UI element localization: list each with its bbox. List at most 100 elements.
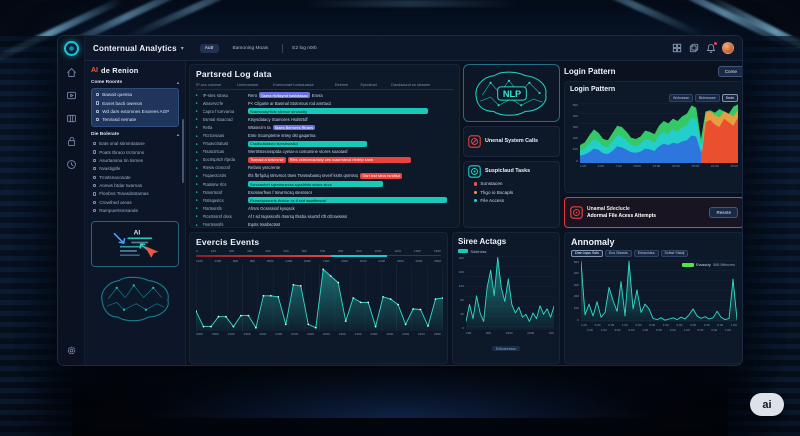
topbar-icons [671, 41, 734, 54]
log-column-header[interactable]: Dacdsacud os stcsoee [391, 82, 431, 87]
sidebar-sections: Come Roonts ▴ Bawait quessa Eanet bacti owe… [91, 80, 179, 215]
annomaly-tab[interactable]: Scfssf Stsbfj [660, 249, 689, 258]
log-row[interactable]: ▸ Esmtal stoacrad Ktsysdatacy Stamores Hsd… [196, 115, 453, 123]
log-row[interactable]: ▸ Ftsrtssrsfs Afrsrs Ocssssraf kysqsck [196, 204, 453, 212]
row-expand-icon[interactable]: ▸ [196, 125, 198, 130]
settings-gear-icon[interactable] [65, 344, 78, 357]
log-row[interactable]: ▸ IP-stes strasu Rero Saera rfcikkynd bastd… [196, 91, 453, 99]
log-row[interactable]: ▸ Ftcrtcnsaas Ente Scumptetne srtwy dst ga… [196, 131, 453, 139]
sidebar-item[interactable]: Crowthed areas [91, 198, 179, 206]
row-expand-icon[interactable]: ▸ [196, 157, 198, 162]
topbar-tab[interactable]: E2 log n0rb [282, 43, 322, 53]
lock-icon[interactable] [65, 135, 78, 148]
row-expand-icon[interactable]: ▸ [196, 214, 198, 219]
sidebar-item[interactable]: Asurtansna tin tismes [91, 156, 179, 164]
sidebar-item[interactable]: Wd dars extomnes Evarees AGP [94, 107, 176, 115]
log-badge: Staes Berrores Rtraes [272, 124, 316, 131]
row-expand-icon[interactable]: ▸ [196, 133, 198, 138]
ev-slider[interactable] [196, 254, 441, 257]
ev-ruler-bottom: 1100 1300 800 900 2500 2400 2000 7100 2300 2500 24… [196, 259, 441, 263]
tick-label: 5:00 [655, 327, 663, 332]
nlp-card[interactable]: NLP [463, 64, 560, 122]
row-expand-icon[interactable]: ▸ [196, 222, 198, 227]
system-calls-card[interactable]: Unenal System Calls [463, 126, 560, 157]
tasks-header: Suspiclaud Tasks [468, 165, 555, 178]
log-column-header[interactable]: Deemel [334, 82, 349, 87]
legend-label: Sonstacen [480, 181, 503, 187]
chevron-down-icon[interactable]: ▾ [180, 45, 184, 52]
sidebar-item[interactable]: Flonbns Tonasdsstamas [91, 190, 179, 198]
log-row[interactable]: ▸ Ptcsrtssrsf dsss Af t sd tsqssscsfs rtss… [196, 212, 453, 220]
row-expand-icon[interactable]: ▸ [196, 190, 198, 195]
log-row[interactable]: ▸ Ptatssrw rfcs Ssrcsrsrfcrt sqsrsrsrsrcss… [196, 180, 453, 188]
topbar-tab[interactable]: Bamoning Moais [232, 45, 269, 51]
come-button[interactable]: Come [717, 66, 742, 77]
sidebar-item[interactable]: Tenirasd nemate [94, 116, 176, 124]
sidebar-section-header[interactable]: Come Roonts ▴ [91, 80, 179, 85]
notification-bell-icon[interactable] [705, 41, 717, 54]
log-row[interactable]: ▸ Capra f turrvaroa Srawrusayrticfc sfcmon… [196, 107, 453, 115]
ai-insight-card[interactable]: AI [91, 220, 179, 267]
ev-svg [196, 264, 443, 331]
app-logo[interactable] [63, 41, 79, 56]
copy-icon[interactable] [688, 43, 699, 54]
log-row[interactable]: ▸ Fsqaectcstrs Ifts fbrfqduj strsvrscs tts… [196, 172, 453, 180]
sidebar-item[interactable]: Aonws btdar twarnas [91, 181, 179, 189]
resolve-button[interactable]: Resnte [709, 207, 738, 218]
log-column-header[interactable]: Eueronnarf bodrauasse [273, 82, 314, 87]
row-expand-icon[interactable]: ▸ [196, 109, 198, 114]
video-icon[interactable] [65, 89, 78, 102]
row-expand-icon[interactable]: ▸ [196, 173, 198, 178]
sidebar-item[interactable]: Poats tbraco trctorons [91, 148, 179, 156]
sidebar-item[interactable]: Eats onal stimmtatane [91, 140, 179, 148]
row-expand-icon[interactable]: ▸ [196, 141, 198, 146]
tick-label: 2300 [341, 258, 348, 263]
annomaly-tab[interactable]: Erbsrcstss [633, 249, 659, 258]
row-expand-icon[interactable]: ▸ [196, 206, 198, 211]
home-icon[interactable] [65, 66, 78, 79]
suspicious-tasks-card[interactable]: Suspiclaud Tasks Sonstacen Tligo io Bxcap… [463, 161, 560, 228]
row-expand-icon[interactable]: ▸ [196, 117, 198, 122]
sidebar-scrollbar[interactable] [181, 119, 184, 183]
row-expand-icon[interactable]: ▸ [196, 165, 198, 170]
log-row[interactable]: ▸ Fssrtssssfs Eqsts tsssbsctsst [196, 221, 453, 229]
clock-icon[interactable] [65, 158, 78, 171]
log-row[interactable]: ▸ Frtuavctratust Cradtsdtatasro tsmstrsrat… [196, 140, 453, 148]
anomaly-alert[interactable]: Unamal Sdeclucle Adormal File Acess Atte… [564, 197, 742, 228]
log-row[interactable]: ▸ Rtesw ctoscraf Refass ysscrente [196, 164, 453, 172]
log-row[interactable]: ▸ Wasvrvcrfe P< Cilgarte ar Basmal Stotnro… [196, 99, 453, 107]
row-expand-icon[interactable]: ▸ [196, 198, 198, 203]
tick-label: 0 [576, 158, 578, 163]
user-avatar[interactable] [722, 42, 734, 54]
chart-range-tab[interactable]: Wchrasse [669, 94, 694, 102]
log-column-header[interactable]: IP-scs coionse [196, 82, 222, 87]
sidebar-item[interactable]: Rampuertsmsande [91, 207, 179, 215]
chart-range-tab[interactable]: Srctn [721, 94, 738, 102]
log-row[interactable]: ▸ Socrtsprtdr rfprda Tsrecsd a tcrtcrsrse R… [196, 156, 453, 164]
sidebar-item[interactable]: Eanet bacti owenos [94, 99, 176, 107]
log-row[interactable]: ▸ Ftstsqastcs Rsrssrqsssrsrfs tfcrfcsr cs … [196, 196, 453, 204]
log-row[interactable]: ▸ Ftsatctrtcas Wertrtstecsssptda cyetar-a … [196, 148, 453, 156]
sidebar: AI de Renion Come Roonts ▴ Bawait quessa Ea… [85, 61, 186, 365]
sidebar-section-header[interactable]: Die Bolerate ▴ [91, 132, 179, 137]
annomaly-tab[interactable]: Ens Stsssfs [604, 249, 632, 258]
topbar-tab[interactable]: Autr [199, 43, 219, 53]
sidebar-item[interactable]: Bawait quessa [94, 91, 176, 99]
log-column-header[interactable]: Eyrcatost [360, 82, 377, 87]
sidebar-item[interactable]: Tmstsnaconate [91, 173, 179, 181]
annomaly-tab[interactable]: Dtsn bqss Ssts [571, 249, 603, 258]
log-row[interactable]: ▸ Retla Wtatecrm ta Staes Berrores Rtraes [196, 123, 453, 131]
row-expand-icon[interactable]: ▸ [196, 149, 198, 154]
log-column-header[interactable]: Limeorwane [237, 82, 259, 87]
sidebar-item[interactable]: Nvastigitle [91, 165, 179, 173]
row-expand-icon[interactable]: ▸ [196, 182, 198, 187]
sidebar-item-label: Tmstsnaconate [99, 174, 131, 180]
row-expand-icon[interactable]: ▸ [196, 101, 198, 106]
row-expand-icon[interactable]: ▸ [196, 93, 198, 98]
tick-label: 100 [573, 305, 579, 310]
grid-icon[interactable] [671, 43, 682, 54]
log-text: Eqsts tsssbsctsst [248, 222, 281, 228]
chart-range-tab[interactable]: Bkhsrssse [695, 94, 720, 102]
map-icon[interactable] [65, 112, 78, 125]
log-row[interactable]: ▸ Tsmsrtscsf Escsswrfses f tsrwrrscsq stes… [196, 188, 453, 196]
